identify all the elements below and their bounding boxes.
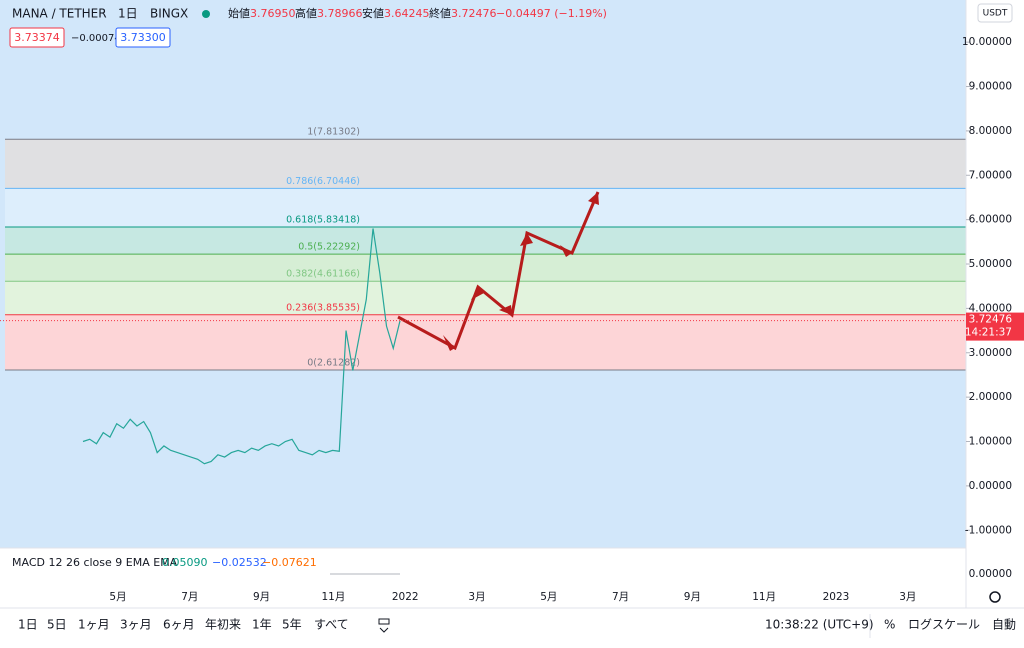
bid-box[interactable] — [9, 27, 65, 48]
macd-tick-label: 0.00000 — [969, 568, 1012, 580]
last-price-label: 3.72476 — [969, 314, 1013, 326]
status-dot — [202, 10, 210, 18]
unit: USDT — [983, 9, 1008, 19]
macd-value: −0.07621 — [262, 556, 317, 569]
y-tick-label: 1.00000 — [969, 436, 1012, 448]
range-button[interactable]: 5年 — [282, 618, 302, 632]
x-tick-label: 7月 — [612, 591, 629, 603]
ohlc-value: 3.64245 — [384, 7, 430, 20]
macd-value: 0.05090 — [162, 556, 208, 569]
x-tick-label: 2023 — [823, 591, 850, 603]
macd-label: MACD 12 26 close 9 EMA EMA — [12, 556, 178, 569]
range-button[interactable]: 1ヶ月 — [78, 618, 110, 632]
fib-label: 1(7.81302) — [307, 127, 360, 138]
change: −0.04497 (−1.19%) — [496, 7, 607, 20]
symbol: MANA / TETHER — [12, 7, 107, 21]
y-tick-label: 3.00000 — [969, 347, 1012, 359]
fib-label: 0(2.61282) — [307, 357, 360, 368]
fib-label: 0.786(6.70446) — [286, 176, 360, 187]
ohlc-value: 3.78966 — [317, 7, 363, 20]
unit-box[interactable] — [977, 3, 1013, 23]
x-tick-label: 11月 — [321, 591, 345, 603]
x-tick-label: 2022 — [392, 591, 419, 603]
arrow-heads — [443, 192, 599, 351]
ohlc-value: 3.76950 — [250, 7, 296, 20]
y-tick-label: 4.00000 — [969, 302, 1012, 314]
x-tick-label: 3月 — [468, 591, 485, 603]
scale-option[interactable]: % — [884, 618, 895, 632]
scale-option[interactable]: 自動 — [992, 618, 1016, 632]
fib-label: 0.236(3.85535) — [286, 302, 360, 313]
y-tick-label: 7.00000 — [969, 169, 1012, 181]
exchange: BINGX — [150, 7, 188, 21]
scale-option[interactable]: ログスケール — [908, 618, 980, 632]
last-price-tag — [966, 312, 1024, 341]
y-tick-label: 9.00000 — [969, 81, 1012, 93]
fib-zone — [5, 139, 966, 189]
x-tick-label: 7月 — [181, 591, 198, 603]
y-tick-label: 0.00000 — [969, 480, 1012, 492]
ohlc-label: 高値 — [295, 6, 317, 20]
x-tick-label: 9月 — [684, 591, 701, 603]
settings-icon[interactable] — [989, 591, 1001, 603]
x-tick-label: 3月 — [899, 591, 916, 603]
spread: −0.00074 — [71, 33, 121, 44]
date-range-icon[interactable] — [378, 618, 390, 633]
ohlc-value: 3.72476 — [451, 7, 497, 20]
range-button[interactable]: 5日 — [47, 618, 67, 632]
range-button[interactable]: 3ヶ月 — [120, 618, 152, 632]
fib-zone — [5, 254, 966, 282]
fib-zone — [5, 227, 966, 255]
range-button[interactable]: 1年 — [252, 618, 272, 632]
fib-label: 0.618(5.83418) — [286, 215, 360, 226]
ohlc-label: 始値 — [228, 6, 250, 20]
countdown: 14:21:37 — [965, 327, 1012, 339]
y-tick-label: 2.00000 — [969, 391, 1012, 403]
y-tick-label: 10.00000 — [962, 36, 1012, 48]
range-button[interactable]: 1日 — [18, 618, 38, 632]
ohlc-label: 終値 — [429, 6, 451, 20]
y-tick-label: 5.00000 — [969, 258, 1012, 270]
x-tick-label: 5月 — [540, 591, 557, 603]
interval: 1日 — [118, 7, 138, 21]
x-tick-label: 9月 — [253, 591, 270, 603]
clock: 10:38:22 (UTC+9) — [765, 618, 874, 632]
ask-box[interactable] — [115, 27, 171, 48]
bid: 3.73374 — [14, 31, 60, 44]
y-tick-label: 8.00000 — [969, 125, 1012, 137]
price-line — [82, 228, 401, 465]
fib-zone — [5, 314, 966, 370]
y-tick-label: 6.00000 — [969, 214, 1012, 226]
fib-zone — [5, 281, 966, 315]
range-button[interactable]: 年初来 — [205, 618, 241, 632]
x-tick-label: 5月 — [109, 591, 126, 603]
fib-label: 0.5(5.22292) — [298, 242, 360, 253]
range-button[interactable]: すべて — [314, 618, 349, 632]
ask: 3.73300 — [120, 31, 166, 44]
fibonacci: 1(7.81302) 0.786(6.70446) 0.618(5.83418) 0.… — [5, 127, 966, 371]
range-button[interactable]: 6ヶ月 — [163, 618, 195, 632]
macd-value: −0.02532 — [212, 556, 267, 569]
x-tick-label: 11月 — [752, 591, 776, 603]
ohlc-label: 安値 — [362, 6, 384, 20]
fib-zone — [5, 188, 966, 228]
y-tick-label: -1.00000 — [965, 524, 1012, 536]
fib-label: 0.382(4.61166) — [286, 269, 360, 280]
